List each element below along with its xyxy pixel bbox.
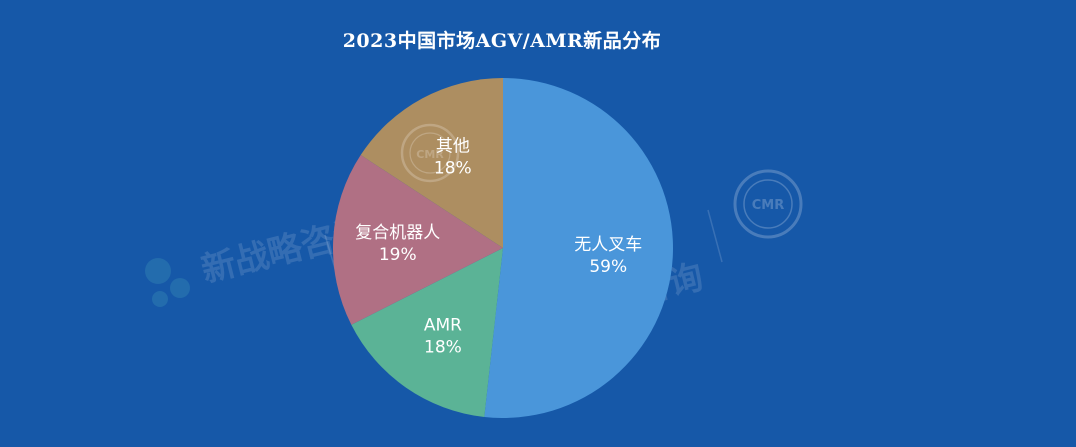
pie-slices <box>333 78 673 418</box>
slice-value-3: 18% <box>434 158 472 178</box>
slice-label-0: 无人叉车 <box>574 235 642 255</box>
pie-slice-3 <box>360 78 503 248</box>
pie-slice-0 <box>484 78 673 418</box>
pie-slice-1 <box>351 248 503 417</box>
slice-value-2: 19% <box>379 245 417 265</box>
watermark-seal-right: CMR <box>733 169 803 239</box>
chart-title: 2023中国市场AGV/AMR新品分布 <box>342 30 662 52</box>
slice-label-3: 其他 <box>436 136 470 156</box>
slice-value-1: 18% <box>424 338 462 358</box>
watermark-seal-center: CMR <box>400 123 460 183</box>
slice-label-1: AMR <box>424 316 462 336</box>
pie-slice-2 <box>333 155 503 325</box>
seal-text-center: CMR <box>416 148 444 161</box>
slice-label-2: 复合机器人 <box>355 223 440 243</box>
slice-value-0: 59% <box>589 257 627 277</box>
seal-text-right: CMR <box>752 198 785 213</box>
